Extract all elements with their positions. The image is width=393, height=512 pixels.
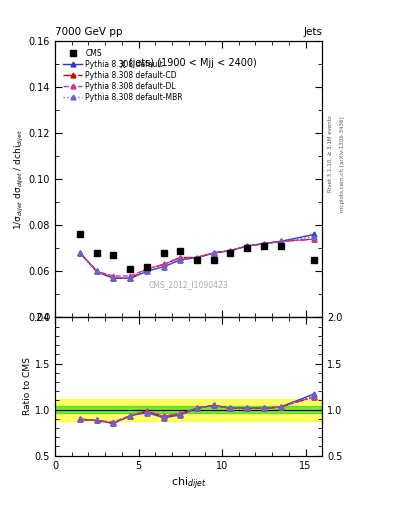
Pythia 8.308 default-MBR [312,233,316,240]
Line: Pythia 8.308 default-MBR: Pythia 8.308 default-MBR [78,234,316,281]
CMS [312,257,316,263]
CMS [111,252,116,258]
Pythia 8.308 default-CD [111,275,116,282]
Pythia 8.308 default [278,238,283,244]
CMS [161,250,166,256]
Pythia 8.308 default-DL [245,243,250,249]
CMS [178,247,183,253]
Pythia 8.308 default-MBR [211,250,216,256]
Text: mcplots.cern.ch [arXiv:1306.3436]: mcplots.cern.ch [arXiv:1306.3436] [340,116,345,211]
Pythia 8.308 default-MBR [261,241,266,247]
Text: CMS_2012_I1090423: CMS_2012_I1090423 [149,280,228,289]
Pythia 8.308 default [312,231,316,238]
CMS [94,250,99,256]
CMS [78,231,83,238]
Pythia 8.308 default-DL [161,261,166,267]
Pythia 8.308 default-MBR [111,275,116,282]
Pythia 8.308 default-DL [278,238,283,244]
Pythia 8.308 default-CD [278,238,283,244]
Pythia 8.308 default [111,275,116,282]
Pythia 8.308 default-DL [145,266,149,272]
Pythia 8.308 default [211,250,216,256]
Pythia 8.308 default-DL [94,268,99,274]
Line: CMS: CMS [77,231,317,272]
Pythia 8.308 default-CD [261,241,266,247]
Pythia 8.308 default-MBR [78,250,83,256]
Pythia 8.308 default [78,250,83,256]
Pythia 8.308 default [245,243,250,249]
Pythia 8.308 default-DL [78,250,83,256]
Pythia 8.308 default [261,241,266,247]
Pythia 8.308 default [161,264,166,270]
Line: Pythia 8.308 default-DL: Pythia 8.308 default-DL [78,237,316,279]
Pythia 8.308 default [228,247,233,253]
Legend: CMS, Pythia 8.308 default, Pythia 8.308 default-CD, Pythia 8.308 default-DL, Pyt: CMS, Pythia 8.308 default, Pythia 8.308 … [62,48,184,103]
Pythia 8.308 default-MBR [245,243,250,249]
Pythia 8.308 default-MBR [94,268,99,274]
Pythia 8.308 default-MBR [278,238,283,244]
Pythia 8.308 default-MBR [228,247,233,253]
Pythia 8.308 default-DL [128,273,132,279]
Pythia 8.308 default-MBR [178,257,183,263]
Pythia 8.308 default-CD [161,261,166,267]
Pythia 8.308 default-DL [228,247,233,253]
Pythia 8.308 default-DL [261,241,266,247]
Pythia 8.308 default-CD [78,250,83,256]
Bar [55,406,322,413]
Pythia 8.308 default-CD [94,268,99,274]
Pythia 8.308 default-CD [211,250,216,256]
CMS [278,243,283,249]
CMS [261,243,266,249]
Text: Rivet 3.1.10, ≥ 3.1M events: Rivet 3.1.10, ≥ 3.1M events [328,115,333,192]
Pythia 8.308 default [178,257,183,263]
Pythia 8.308 default-CD [245,243,250,249]
Pythia 8.308 default-MBR [195,254,199,261]
Pythia 8.308 default [145,268,149,274]
X-axis label: chi$_{dijet}$: chi$_{dijet}$ [171,476,206,493]
CMS [195,257,199,263]
Text: χ (jets) (1900 < Mjj < 2400): χ (jets) (1900 < Mjj < 2400) [120,57,257,68]
CMS [145,264,149,270]
Pythia 8.308 default-MBR [161,264,166,270]
Pythia 8.308 default [128,275,132,282]
Pythia 8.308 default-CD [195,254,199,261]
Pythia 8.308 default-MBR [145,268,149,274]
Y-axis label: 1/σ$_{dijet}$ dσ$_{dijet}$ / dchi$_{dijet}$: 1/σ$_{dijet}$ dσ$_{dijet}$ / dchi$_{dije… [13,129,26,230]
CMS [228,250,233,256]
Pythia 8.308 default-DL [111,273,116,279]
Pythia 8.308 default-CD [228,247,233,253]
Line: Pythia 8.308 default: Pythia 8.308 default [78,232,316,281]
Line: Pythia 8.308 default-CD: Pythia 8.308 default-CD [78,237,316,281]
Pythia 8.308 default-CD [145,266,149,272]
CMS [245,245,250,251]
Pythia 8.308 default [94,268,99,274]
Pythia 8.308 default [195,254,199,261]
Pythia 8.308 default-DL [211,250,216,256]
Pythia 8.308 default-DL [312,236,316,242]
CMS [128,266,132,272]
Y-axis label: Ratio to CMS: Ratio to CMS [23,357,32,416]
Text: 7000 GeV pp: 7000 GeV pp [55,27,123,37]
CMS [211,257,216,263]
Text: Jets: Jets [303,27,322,37]
Pythia 8.308 default-DL [178,254,183,261]
Pythia 8.308 default-CD [128,275,132,282]
Pythia 8.308 default-DL [195,254,199,261]
Pythia 8.308 default-CD [312,236,316,242]
Pythia 8.308 default-CD [178,254,183,261]
Bar [55,398,322,421]
Pythia 8.308 default-MBR [128,275,132,282]
